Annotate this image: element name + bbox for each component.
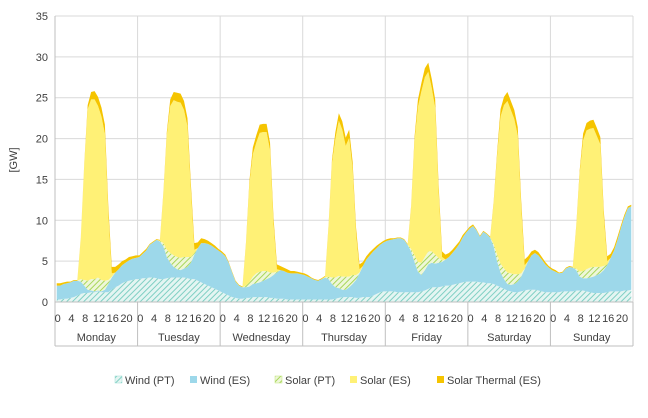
- y-axis-label: [GW]: [8, 147, 20, 172]
- hour-tick-label: 16: [107, 313, 119, 325]
- legend-label: Solar (PT): [285, 375, 335, 387]
- hour-tick-label: 16: [189, 313, 201, 325]
- hour-tick-label: 8: [495, 313, 501, 325]
- hour-tick-label: 4: [234, 313, 240, 325]
- hour-tick-label: 12: [423, 313, 435, 325]
- legend-swatch: [114, 375, 123, 384]
- hour-tick-label: 0: [137, 313, 143, 325]
- hour-tick-label: 20: [120, 313, 132, 325]
- hour-tick-label: 0: [550, 313, 556, 325]
- day-label: Wednesday: [232, 332, 290, 344]
- legend-swatch: [274, 375, 283, 384]
- y-tick-label: 20: [36, 134, 48, 146]
- x-tick-labels: 0 4 8 12 16 20 0 4 8 12 16 20 0 4 8 12 16 20 0 4 8 12 16 20 0 4 8 1…: [55, 313, 628, 325]
- hour-tick-label: 20: [451, 313, 463, 325]
- hour-tick-label: 12: [341, 313, 353, 325]
- legend-swatch: [350, 376, 357, 383]
- hour-tick-label: 8: [165, 313, 171, 325]
- y-tick-label: 35: [36, 11, 48, 23]
- hour-tick-label: 8: [412, 313, 418, 325]
- day-label: Saturday: [487, 332, 532, 344]
- hour-tick-label: 4: [151, 313, 157, 325]
- hour-tick-label: 8: [82, 313, 88, 325]
- hour-tick-label: 16: [354, 313, 366, 325]
- hour-tick-label: 16: [437, 313, 449, 325]
- y-tick-label: 0: [42, 297, 48, 309]
- legend-swatch: [190, 376, 197, 383]
- hour-tick-label: 0: [302, 313, 308, 325]
- y-tick-label: 25: [36, 93, 48, 105]
- legend: Wind (PT) Wind (ES) Solar (PT) Solar (ES) So…: [114, 375, 541, 387]
- day-label: Friday: [411, 332, 442, 344]
- legend-label: Wind (PT): [125, 375, 175, 387]
- hour-tick-label: 4: [68, 313, 74, 325]
- y-tick-label: 15: [36, 174, 48, 186]
- area-wind-es: [56, 206, 632, 300]
- y-tick-label: 5: [42, 256, 48, 268]
- y-tick-labels: 0 5 10 15 20 25 30 35: [36, 11, 48, 309]
- hour-tick-label: 20: [616, 313, 628, 325]
- hour-tick-label: 0: [468, 313, 474, 325]
- day-label: Sunday: [573, 332, 611, 344]
- hour-tick-label: 20: [368, 313, 380, 325]
- hour-tick-label: 16: [520, 313, 532, 325]
- hour-tick-label: 12: [588, 313, 600, 325]
- hour-tick-label: 20: [203, 313, 215, 325]
- hour-tick-label: 4: [316, 313, 322, 325]
- series-areas: [56, 62, 632, 302]
- hour-tick-label: 4: [481, 313, 487, 325]
- y-tick-label: 30: [36, 52, 48, 64]
- legend-label: Solar Thermal (ES): [447, 375, 541, 387]
- hour-tick-label: 16: [272, 313, 284, 325]
- legend-label: Wind (ES): [200, 375, 250, 387]
- hour-tick-label: 20: [533, 313, 545, 325]
- hour-tick-label: 20: [286, 313, 298, 325]
- hour-tick-label: 4: [399, 313, 405, 325]
- hour-tick-label: 12: [93, 313, 105, 325]
- hour-tick-label: 16: [602, 313, 614, 325]
- hour-tick-label: 8: [578, 313, 584, 325]
- hour-tick-label: 0: [220, 313, 226, 325]
- area-wind-pt: [56, 277, 632, 302]
- hour-tick-label: 8: [330, 313, 336, 325]
- hour-tick-label: 12: [506, 313, 518, 325]
- hour-tick-label: 4: [564, 313, 570, 325]
- axes: [54, 16, 634, 347]
- day-label: Monday: [77, 332, 117, 344]
- area-solar-es: [56, 71, 632, 288]
- hour-tick-label: 12: [175, 313, 187, 325]
- y-tick-label: 10: [36, 215, 48, 227]
- legend-label: Solar (ES): [360, 375, 411, 387]
- hour-tick-label: 0: [385, 313, 391, 325]
- day-label: Tuesday: [158, 332, 200, 344]
- hour-tick-label: 12: [258, 313, 270, 325]
- day-label: Thursday: [321, 332, 367, 344]
- legend-swatch: [437, 376, 444, 383]
- hour-tick-label: 8: [247, 313, 253, 325]
- hour-tick-label: 0: [55, 313, 61, 325]
- day-labels: Monday Tuesday Wednesday Thursday Friday Satu…: [77, 332, 611, 344]
